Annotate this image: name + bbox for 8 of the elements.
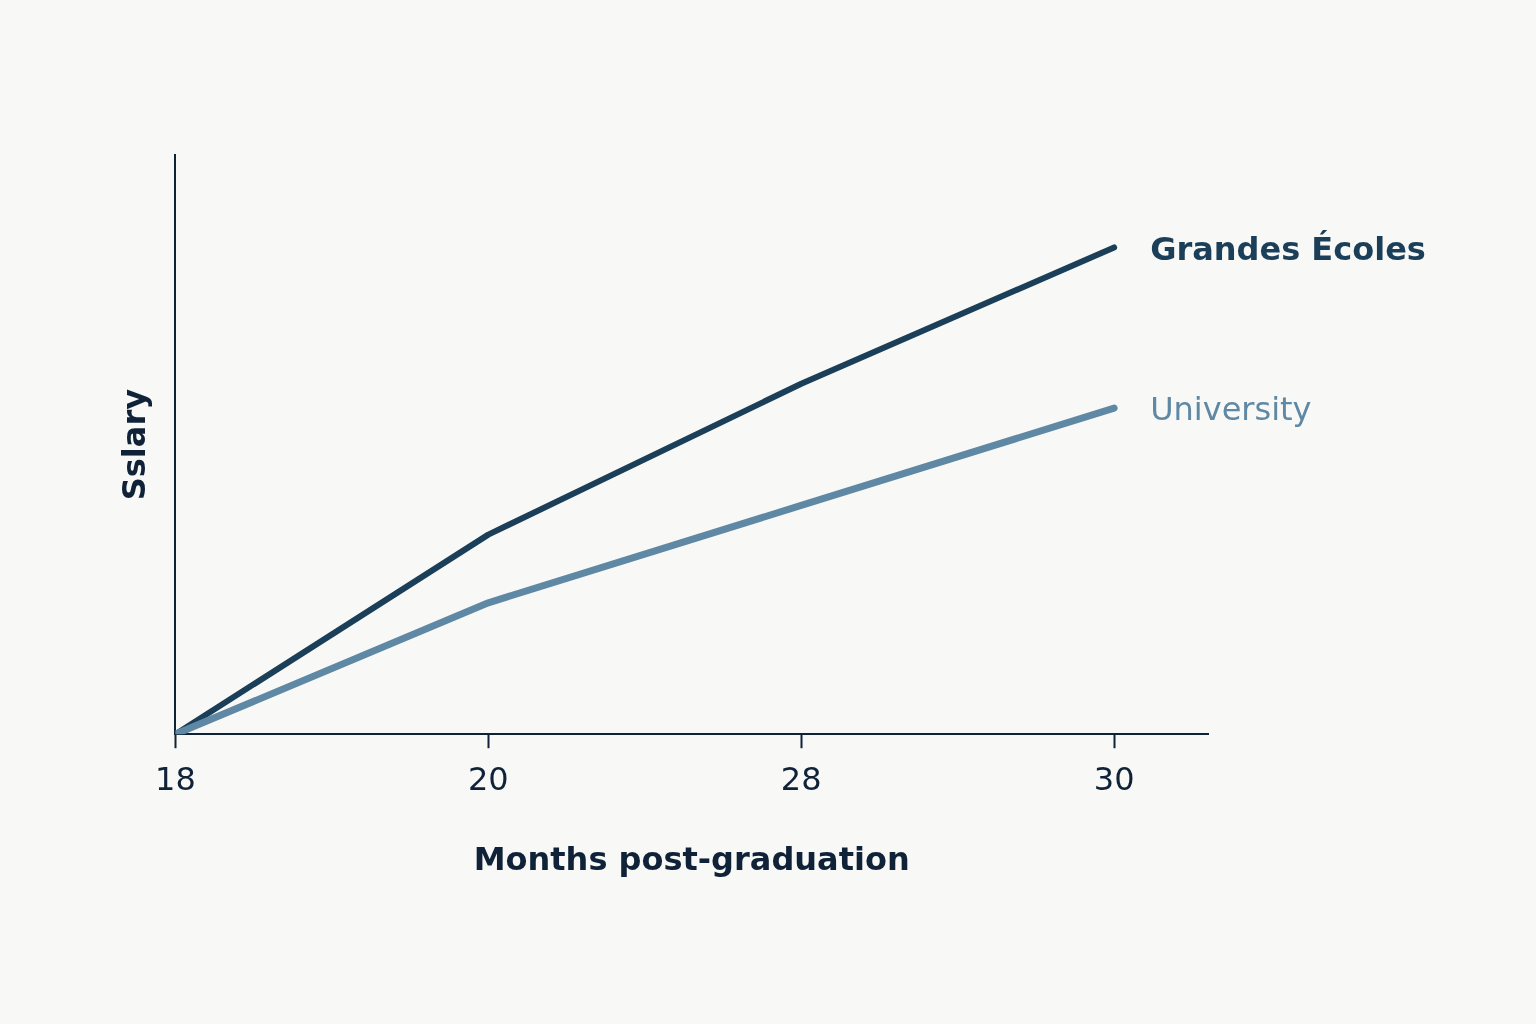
y-axis-title: Sslary [114,388,153,501]
series-label: University [1150,390,1312,429]
x-axis-title: Months post-graduation [473,840,910,879]
x-tick-label: 20 [467,759,509,798]
x-tick-label: 18 [155,759,196,798]
x-tick-label: 30 [1093,759,1135,798]
x-tick-label: 28 [780,759,822,798]
series-label: Grandes Écoles [1150,229,1426,268]
